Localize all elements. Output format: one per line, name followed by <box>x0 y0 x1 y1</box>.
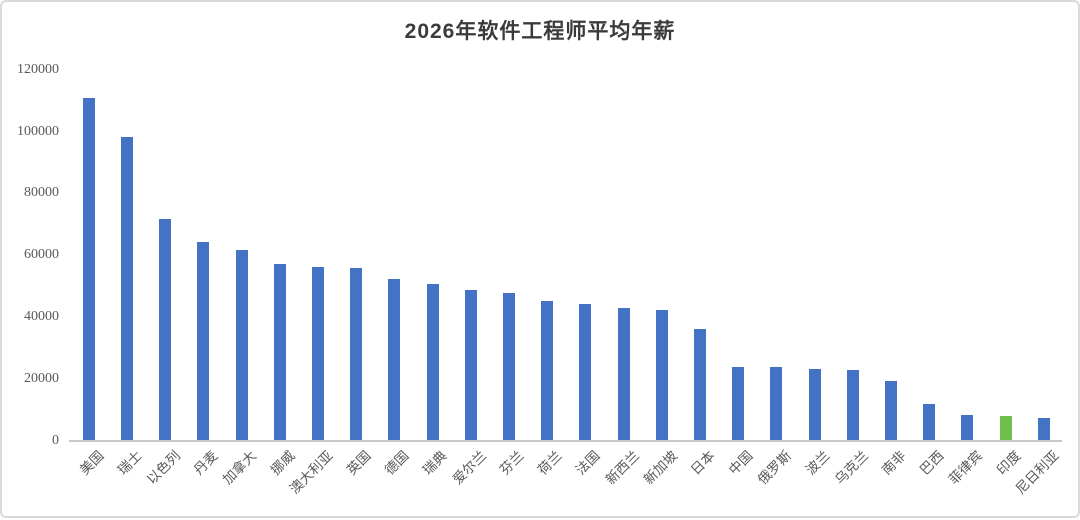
bar-南非 <box>885 381 897 440</box>
bar-丹麦 <box>197 242 209 440</box>
y-axis-tick-label: 100000 <box>17 124 59 139</box>
bar-日本 <box>694 329 706 440</box>
bar-瑞典 <box>427 284 439 440</box>
bar-加拿大 <box>236 250 248 440</box>
x-axis-category-label: 美国 <box>76 448 107 478</box>
chart-title: 2026年软件工程师平均年薪 <box>404 20 676 43</box>
x-axis-category-label: 瑞士 <box>114 448 145 478</box>
bar-瑞士 <box>121 137 133 440</box>
x-axis-category-label: 荷兰 <box>534 448 565 478</box>
bar-荷兰 <box>541 301 553 440</box>
bar-菲律宾 <box>961 415 973 440</box>
x-axis-category-label: 乌克兰 <box>831 448 871 488</box>
bar-美国 <box>83 98 95 440</box>
bar-俄罗斯 <box>770 367 782 440</box>
x-axis-category-label: 俄罗斯 <box>754 448 794 488</box>
y-axis-tick-label: 40000 <box>24 309 59 324</box>
x-axis-category-label: 瑞典 <box>419 448 450 478</box>
x-axis-category-label: 波兰 <box>802 448 833 478</box>
x-axis-category-label: 英国 <box>343 448 374 478</box>
bar-新加坡 <box>656 310 668 440</box>
bar-法国 <box>579 304 591 440</box>
x-axis-category-label: 菲律宾 <box>945 448 985 488</box>
x-axis-category-label: 日本 <box>687 448 718 478</box>
bar-德国 <box>388 279 400 440</box>
x-axis-line <box>69 440 1062 442</box>
bar-英国 <box>350 268 362 440</box>
bar-新西兰 <box>618 308 630 440</box>
x-axis-category-label: 德国 <box>381 448 412 478</box>
bar-印度 <box>1000 416 1012 440</box>
x-axis-category-label: 巴西 <box>916 448 947 478</box>
x-axis-category-label: 新西兰 <box>602 448 642 488</box>
bar-澳大利亚 <box>312 267 324 440</box>
bar-爱尔兰 <box>465 290 477 440</box>
y-axis-tick-label: 20000 <box>24 371 59 386</box>
x-axis-category-label: 印度 <box>993 448 1024 478</box>
bar-中国 <box>732 367 744 440</box>
y-axis-tick-label: 80000 <box>24 185 59 200</box>
x-axis-category-label: 丹麦 <box>190 448 221 478</box>
x-axis-category-label: 爱尔兰 <box>449 448 489 488</box>
bar-芬兰 <box>503 293 515 440</box>
y-axis-tick-label: 0 <box>52 433 59 448</box>
bar-尼日利亚 <box>1038 418 1050 440</box>
x-axis-category-label: 挪威 <box>267 448 298 478</box>
bar-波兰 <box>809 369 821 440</box>
x-axis-category-label: 法国 <box>572 448 603 478</box>
bar-巴西 <box>923 404 935 440</box>
bar-以色列 <box>159 219 171 440</box>
bar-挪威 <box>274 264 286 440</box>
x-axis-category-label: 南非 <box>878 448 909 478</box>
y-axis-tick-label: 60000 <box>24 247 59 262</box>
x-axis-category-label: 芬兰 <box>496 448 527 478</box>
x-axis-category-label: 新加坡 <box>640 448 680 488</box>
x-axis-category-label: 加拿大 <box>219 448 259 488</box>
x-axis-category-label: 中国 <box>725 448 756 478</box>
y-axis-tick-label: 120000 <box>17 62 59 77</box>
x-axis-category-label: 以色列 <box>143 448 183 488</box>
bar-乌克兰 <box>847 370 859 440</box>
